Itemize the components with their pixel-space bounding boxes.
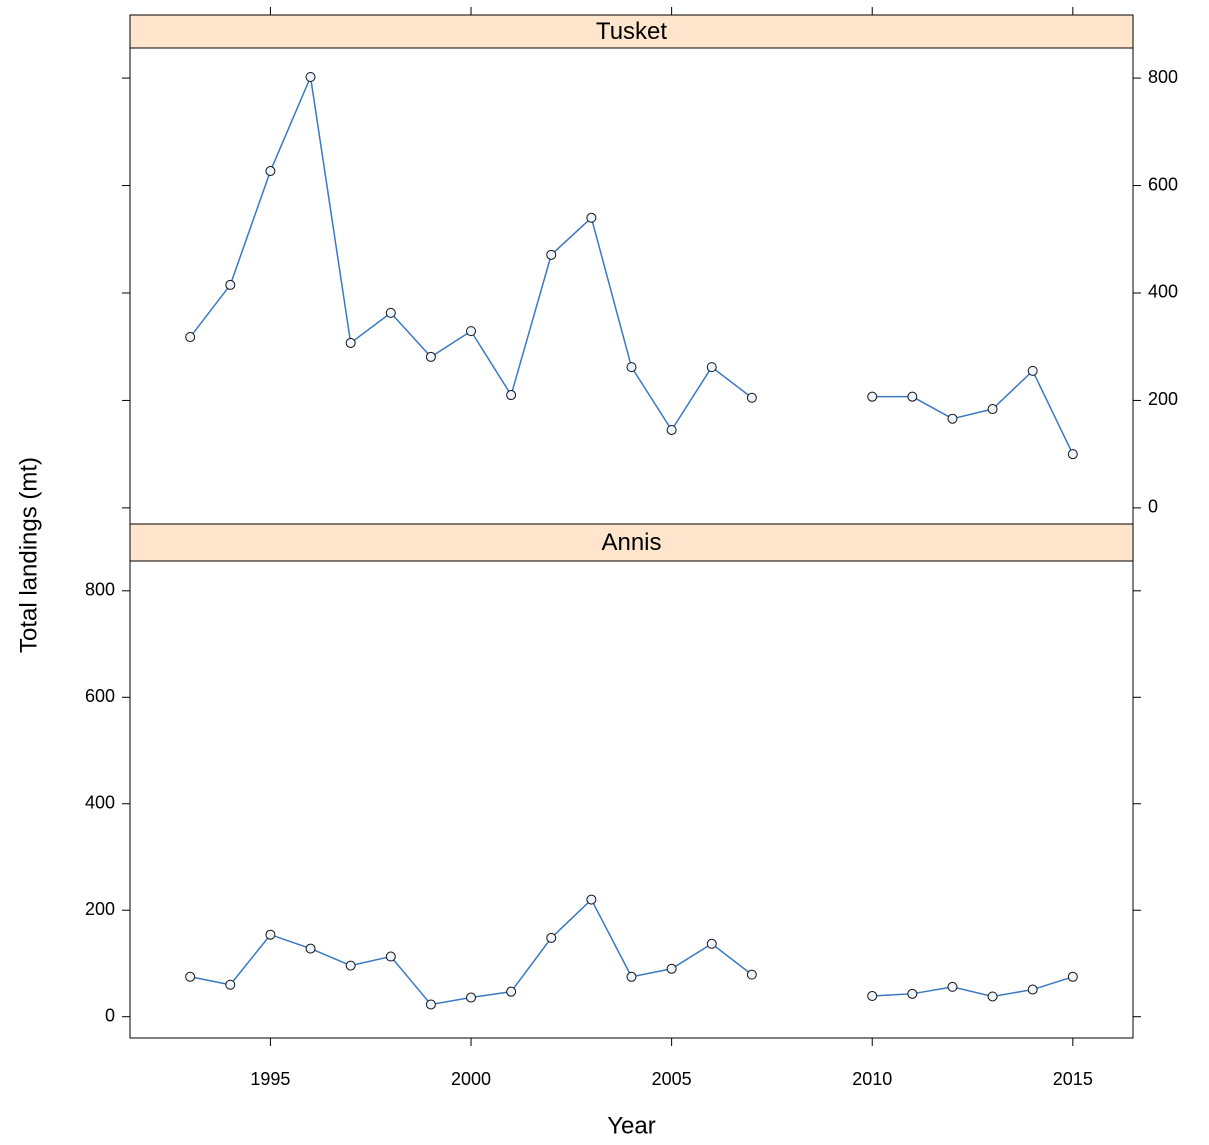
y-tick-label: 200: [1148, 389, 1178, 409]
y-tick-label: 600: [85, 686, 115, 706]
data-point: [987, 404, 998, 415]
data-point: [1027, 984, 1038, 995]
y-tick-label: 0: [1148, 497, 1158, 517]
strip: [129, 523, 1134, 562]
data-point: [1027, 365, 1038, 376]
strip-label: Annis: [601, 529, 661, 556]
data-point: [385, 307, 396, 318]
data-line: [189, 74, 1074, 455]
data-point: [225, 279, 236, 290]
data-point: [586, 212, 597, 223]
data-point: [185, 971, 196, 982]
data-point: [666, 424, 677, 435]
data-point: [305, 943, 316, 954]
data-point: [385, 951, 396, 962]
data-point: [666, 963, 677, 974]
x-tick-label: 2000: [451, 1069, 491, 1089]
data-point: [305, 72, 316, 83]
data-point: [225, 979, 236, 990]
data-point: [907, 391, 918, 402]
strip-label: Tusket: [596, 18, 667, 45]
y-tick-label: 0: [105, 1005, 115, 1025]
data-point: [345, 960, 356, 971]
y-tick-label: 400: [85, 793, 115, 813]
data-point: [746, 392, 757, 403]
data-point: [466, 992, 477, 1003]
data-point: [626, 362, 637, 373]
x-tick-label: 1995: [250, 1069, 290, 1089]
data-point: [1067, 971, 1078, 982]
data-point: [546, 932, 557, 943]
data-point: [506, 390, 517, 401]
data-point: [867, 990, 878, 1001]
data-point: [546, 249, 557, 260]
data-point: [425, 999, 436, 1010]
data-point: [987, 991, 998, 1002]
data-point: [1067, 449, 1078, 460]
y-tick-label: 600: [1148, 174, 1178, 194]
data-point: [947, 981, 958, 992]
data-point: [867, 391, 878, 402]
data-point: [265, 929, 276, 940]
data-point: [345, 337, 356, 348]
data-point: [185, 332, 196, 343]
data-line: [190, 898, 1074, 1006]
data-point: [506, 986, 517, 997]
strip: [129, 14, 1134, 49]
x-tick-label: 2010: [852, 1069, 892, 1089]
data-point: [706, 938, 717, 949]
data-point: [907, 988, 918, 999]
data-point: [746, 969, 757, 980]
y-tick-label: 800: [1148, 67, 1178, 87]
data-point: [425, 351, 436, 362]
y-tick-label: 200: [85, 899, 115, 919]
data-point: [265, 166, 276, 177]
x-tick-label: 2015: [1053, 1069, 1093, 1089]
x-axis-title: Year: [607, 1112, 656, 1139]
data-point: [706, 362, 717, 373]
data-point: [586, 894, 597, 905]
x-tick-label: 2005: [652, 1069, 692, 1089]
y-tick-label: 800: [85, 580, 115, 600]
data-point: [626, 971, 637, 982]
data-point: [466, 326, 477, 337]
y-axis-title: Total landings (mt): [15, 457, 42, 653]
panel: [129, 47, 1134, 525]
panel: [129, 560, 1134, 1039]
data-point: [947, 413, 958, 424]
y-tick-label: 400: [1148, 282, 1178, 302]
